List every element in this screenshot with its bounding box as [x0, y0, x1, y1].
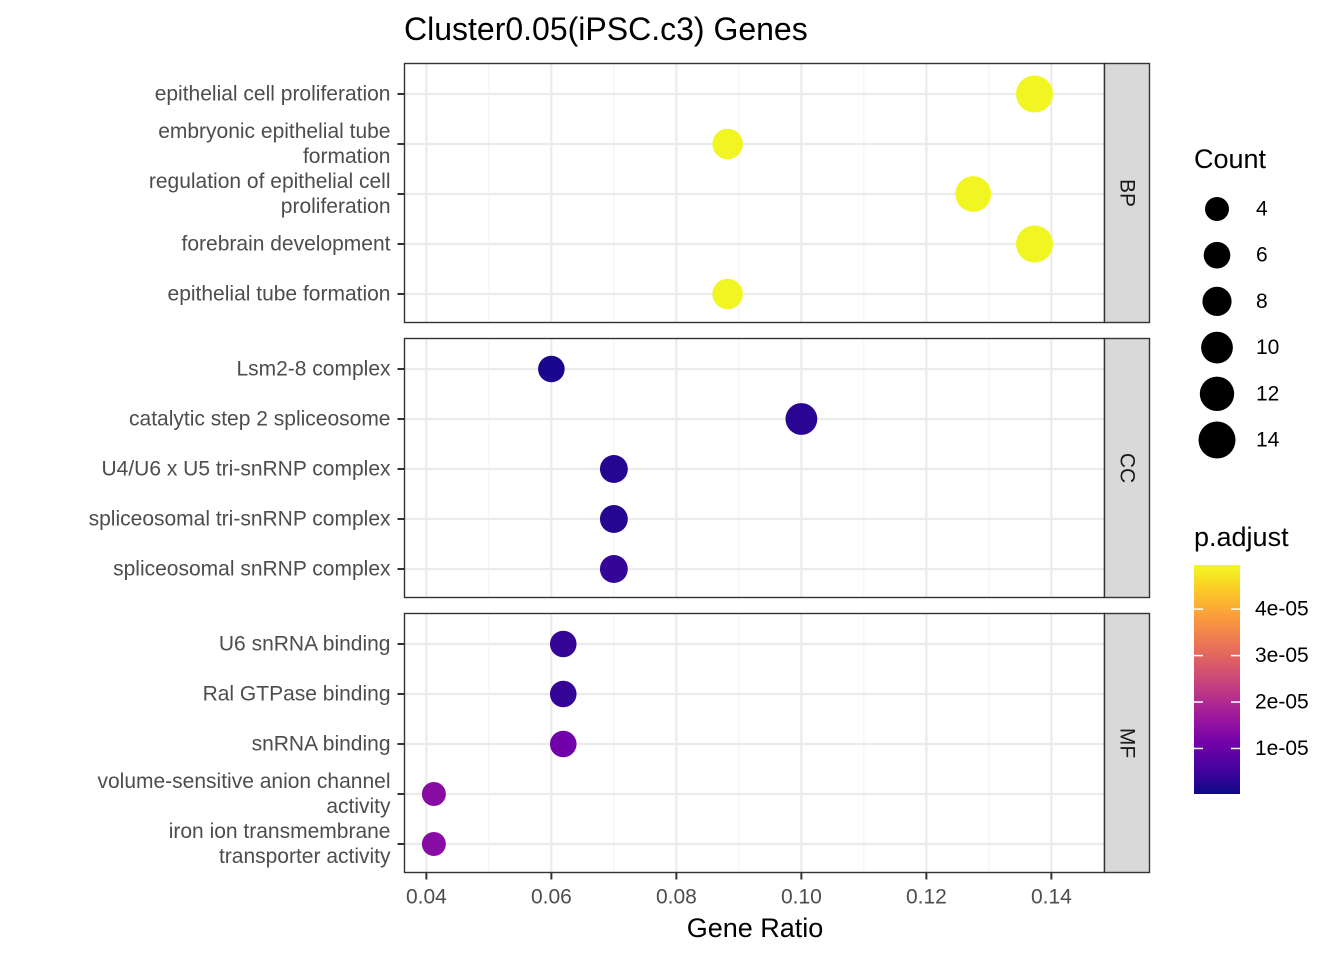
size-legend-label: 8 [1256, 290, 1268, 313]
data-point [1016, 75, 1053, 113]
data-point [712, 128, 743, 160]
y-tick-label: snRNA binding [252, 733, 391, 756]
data-point [549, 680, 577, 708]
size-legend-label: 14 [1256, 429, 1280, 452]
data-point [421, 832, 446, 856]
data-point [549, 630, 577, 658]
data-point [549, 730, 577, 758]
y-tick-label: regulation of epithelial cell [149, 170, 391, 193]
facet-strip [1103, 337, 1151, 599]
facet-strip [1103, 62, 1151, 324]
x-tick-label: 0.12 [906, 886, 947, 909]
y-tick-label: spliceosomal tri-snRNP complex [89, 508, 391, 531]
padjust-color-legend: p.adjust 1e-05 2e-05 3e-05 4e-05 [1194, 522, 1309, 794]
data-point [1016, 225, 1053, 263]
y-tick-label: volume-sensitive anion channel [97, 770, 390, 793]
data-point [421, 782, 446, 806]
data-point [785, 403, 818, 435]
y-tick-label: embryonic epithelial tube [158, 120, 390, 143]
color-legend-label: 2e-05 [1255, 691, 1309, 714]
facet-panel-bp: BP epithelial cell proliferation embryonic… [149, 62, 1151, 324]
y-tick-label: U4/U6 x U5 tri-snRNP complex [101, 458, 391, 481]
facet-strip-label: MF [1116, 728, 1139, 758]
data-point [712, 278, 743, 310]
size-legend-label: 6 [1256, 244, 1268, 267]
y-tick-label: transporter activity [219, 845, 391, 868]
x-tick-label: 0.14 [1031, 886, 1072, 909]
x-tick-label: 0.08 [656, 886, 697, 909]
y-tick-label: iron ion transmembrane [169, 820, 391, 843]
y-tick-label: formation [303, 145, 391, 168]
size-legend-dot [1202, 286, 1232, 316]
y-tick-label: U6 snRNA binding [219, 633, 391, 656]
x-axis: 0.04 0.06 0.08 0.10 0.12 0.14 [406, 872, 1072, 909]
y-tick-label: epithelial cell proliferation [155, 83, 391, 106]
chart-title: Cluster0.05(iPSC.c3) Genes [404, 11, 808, 47]
facet-panel-cc: CC Lsm2-8 complex catalytic step 2 spliceo… [89, 337, 1151, 599]
x-tick-label: 0.06 [531, 886, 572, 909]
y-tick-label: activity [326, 795, 391, 818]
color-legend-bar [1194, 565, 1240, 794]
size-legend-dot [1199, 376, 1235, 411]
count-size-legend: Count 4 6 8 10 12 14 [1194, 144, 1280, 459]
size-legend-dot [1205, 197, 1229, 221]
data-point [599, 555, 628, 583]
color-legend-label: 1e-05 [1255, 737, 1309, 760]
data-point [599, 505, 628, 533]
size-legend-dot [1203, 241, 1231, 269]
size-legend-label: 4 [1256, 198, 1268, 221]
facet-panels: BP epithelial cell proliferation embryonic… [89, 62, 1151, 874]
size-legend-dot [1201, 331, 1233, 364]
y-tick-label: Ral GTPase binding [203, 683, 391, 706]
color-legend-title: p.adjust [1194, 522, 1289, 552]
y-tick-label: catalytic step 2 spliceosome [129, 408, 390, 431]
color-legend-label: 3e-05 [1255, 644, 1309, 667]
y-tick-label: forebrain development [182, 233, 391, 256]
y-tick-label: proliferation [281, 195, 391, 218]
data-point [599, 455, 628, 483]
color-legend-label: 4e-05 [1255, 598, 1309, 621]
x-axis-title: Gene Ratio [687, 913, 824, 943]
data-point [955, 176, 992, 212]
facet-strip [1103, 612, 1151, 874]
y-tick-label: epithelial tube formation [168, 283, 391, 306]
data-point [538, 355, 565, 383]
y-tick-label: spliceosomal snRNP complex [113, 558, 391, 581]
x-tick-label: 0.10 [781, 886, 822, 909]
size-legend-label: 10 [1256, 336, 1279, 359]
size-legend-keys: 4 6 8 10 12 14 [1198, 197, 1280, 459]
size-legend-label: 12 [1256, 382, 1279, 405]
size-legend-dot [1198, 421, 1236, 459]
size-legend-title: Count [1194, 144, 1267, 174]
facet-panel-mf: MF U6 snRNA binding Ral GTPase binding snRN… [97, 612, 1151, 874]
facet-strip-label: BP [1116, 179, 1139, 207]
y-tick-label: Lsm2-8 complex [236, 358, 391, 381]
facet-strip-label: CC [1116, 453, 1139, 483]
color-legend-ticks: 1e-05 2e-05 3e-05 4e-05 [1194, 598, 1309, 760]
x-tick-label: 0.04 [406, 886, 447, 909]
